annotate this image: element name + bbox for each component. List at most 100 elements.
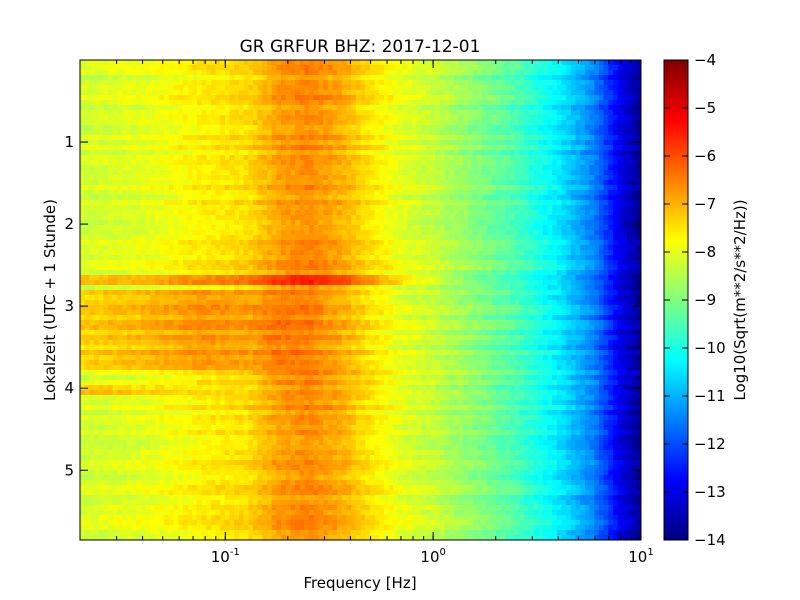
heatmap-cell (561, 65, 567, 71)
heatmap-cell (570, 160, 577, 166)
heatmap-cell (458, 140, 464, 146)
heatmap-cell (626, 65, 633, 71)
heatmap-cell (285, 225, 291, 231)
heatmap-cell (570, 85, 577, 91)
heatmap-cell (309, 135, 315, 141)
heatmap-cell (187, 195, 193, 201)
heatmap-cell (528, 150, 535, 156)
heatmap-cell (285, 215, 291, 221)
heatmap-cell (346, 160, 352, 166)
heatmap-cell (500, 235, 507, 241)
heatmap-cell (514, 155, 521, 161)
heatmap-cell (561, 175, 567, 181)
heatmap-cell (84, 200, 90, 206)
heatmap-cell (206, 160, 212, 166)
heatmap-cell (117, 225, 123, 231)
heatmap-cell (145, 160, 151, 166)
heatmap-cell (136, 220, 142, 226)
heatmap-cell (285, 240, 291, 246)
heatmap-cell (482, 85, 488, 91)
heatmap-cell (580, 75, 586, 81)
heatmap-cell (636, 245, 641, 251)
heatmap-cell (365, 85, 371, 91)
heatmap-cell (589, 230, 595, 236)
heatmap-cell (472, 150, 478, 156)
heatmap-cell (533, 190, 539, 196)
heatmap-cell (341, 110, 348, 116)
heatmap-cell (304, 120, 310, 126)
heatmap-cell (108, 205, 114, 211)
heatmap-cell (150, 65, 156, 71)
heatmap-cell (505, 125, 511, 131)
heatmap-cell (351, 240, 357, 246)
heatmap-cell (206, 215, 212, 221)
heatmap-cell (229, 215, 235, 221)
heatmap-cell (552, 230, 558, 236)
heatmap-cell (196, 255, 203, 261)
heatmap-cell (407, 245, 413, 251)
heatmap-cell (262, 165, 268, 171)
heatmap-cell (393, 160, 399, 166)
heatmap-cell (528, 205, 535, 211)
heatmap-cell (173, 140, 179, 146)
heatmap-cell (463, 85, 469, 91)
heatmap-cell (566, 90, 572, 96)
heatmap-cell (556, 145, 563, 151)
heatmap-cell (449, 185, 455, 191)
heatmap-cell (435, 100, 441, 106)
heatmap-cell (575, 230, 581, 236)
heatmap-cell (112, 220, 118, 226)
heatmap-cell (304, 190, 310, 196)
heatmap-cell (150, 225, 156, 231)
heatmap-cell (276, 205, 282, 211)
heatmap-cell (411, 250, 418, 256)
heatmap-cell (346, 255, 352, 261)
heatmap-cell (547, 80, 553, 86)
heatmap-cell (351, 260, 357, 266)
heatmap-cell (229, 70, 235, 76)
heatmap-cell (126, 145, 133, 151)
heatmap-cell (510, 205, 516, 211)
heatmap-cell (435, 165, 441, 171)
heatmap-cell (383, 85, 390, 91)
heatmap-cell (393, 225, 399, 231)
heatmap-cell (271, 265, 277, 271)
heatmap-cell (309, 75, 315, 81)
heatmap-cell (80, 155, 86, 161)
heatmap-cell (411, 105, 418, 111)
heatmap-cell (435, 215, 441, 221)
heatmap-cell (192, 60, 198, 66)
heatmap-cell (252, 210, 259, 216)
heatmap-cell (435, 265, 441, 271)
heatmap-cell (528, 155, 535, 161)
heatmap-cell (416, 120, 422, 126)
heatmap-cell (556, 130, 563, 136)
heatmap-cell (444, 225, 450, 231)
heatmap-cell (187, 220, 193, 226)
heatmap-cell (332, 245, 338, 251)
heatmap-cell (570, 215, 577, 221)
heatmap-cell (117, 65, 123, 71)
heatmap-cell (103, 115, 109, 121)
heatmap-cell (290, 215, 296, 221)
heatmap-cell (575, 235, 581, 241)
heatmap-cell (220, 175, 226, 181)
heatmap-cell (159, 75, 165, 81)
heatmap-cell (393, 205, 399, 211)
heatmap-cell (360, 150, 366, 156)
heatmap-cell (524, 235, 530, 241)
heatmap-cell (454, 120, 460, 126)
heatmap-cell (369, 195, 376, 201)
heatmap-cell (276, 105, 282, 111)
heatmap-cell (617, 165, 623, 171)
heatmap-cell (290, 260, 296, 266)
heatmap-cell (425, 250, 432, 256)
heatmap-cell (262, 190, 268, 196)
heatmap-cell (346, 170, 352, 176)
heatmap-cell (206, 230, 212, 236)
heatmap-cell (458, 235, 464, 241)
heatmap-cell (337, 195, 343, 201)
heatmap-cell (122, 220, 128, 226)
heatmap-cell (374, 135, 380, 141)
heatmap-cell (566, 255, 572, 261)
